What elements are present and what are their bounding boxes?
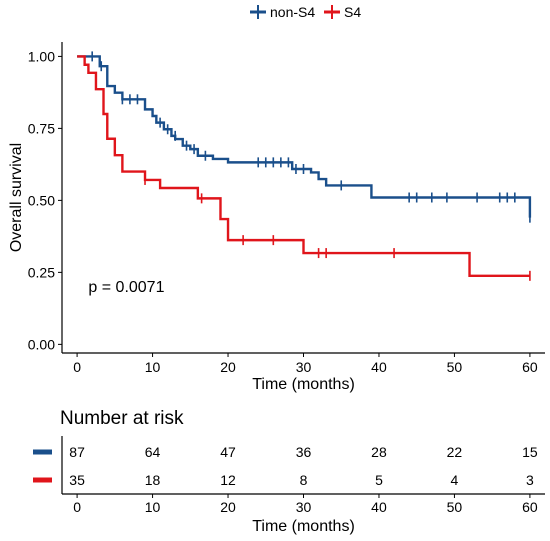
- risk-count: 5: [375, 472, 383, 488]
- y-tick-label: 0.50: [28, 192, 55, 208]
- risk-count: 64: [145, 444, 161, 460]
- x-tick-label: 60: [522, 359, 538, 375]
- survival-plot: 0.00 0.25 0.50 0.75 1.00 0 10 20 30 40 50 60 Time (m…: [8, 42, 545, 393]
- x-tick-label: 30: [296, 359, 312, 375]
- risk-count: 15: [522, 444, 538, 460]
- risk-x-tick-label: 40: [371, 499, 387, 515]
- legend: non-S4 S4: [250, 4, 361, 20]
- x-tick-label: 40: [371, 359, 387, 375]
- risk-count: 4: [451, 472, 459, 488]
- risk-count: 18: [145, 472, 161, 488]
- x-axis-title: Time (months): [252, 376, 355, 393]
- survival-curve-s4: [77, 55, 530, 278]
- y-tick-label: 0.00: [28, 336, 55, 352]
- risk-x-tick-label: 30: [296, 499, 312, 515]
- risk-x-tick-label: 60: [522, 499, 538, 515]
- risk-count: 8: [300, 472, 308, 488]
- legend-label-non-s4: non-S4: [270, 4, 315, 20]
- y-axis-title: Overall survival: [8, 143, 25, 252]
- legend-label-s4: S4: [344, 4, 361, 20]
- risk-x-tick-label: 10: [145, 499, 161, 515]
- risk-x-axis-title: Time (months): [252, 518, 355, 535]
- risk-count: 35: [69, 472, 85, 488]
- legend-marker-non-s4: [250, 5, 266, 19]
- risk-count: 87: [69, 444, 85, 460]
- legend-marker-s4: [324, 5, 340, 19]
- risk-count: 36: [296, 444, 312, 460]
- risk-x-tick-label: 20: [220, 499, 236, 515]
- risk-table-title: Number at risk: [60, 408, 184, 429]
- y-tick-label: 1.00: [28, 48, 55, 64]
- risk-count: 28: [371, 444, 387, 460]
- risk-count: 12: [220, 472, 236, 488]
- risk-count: 22: [447, 444, 463, 460]
- p-value-annotation: p = 0.0071: [88, 279, 164, 296]
- risk-count: 47: [220, 444, 236, 460]
- y-tick-label: 0.25: [28, 264, 55, 280]
- risk-count: 3: [526, 472, 534, 488]
- risk-x-tick-label: 0: [73, 499, 81, 515]
- y-tick-label: 0.75: [28, 120, 55, 136]
- survival-curve-non-s4: [77, 55, 532, 218]
- x-tick-label: 10: [145, 359, 161, 375]
- x-tick-label: 20: [220, 359, 236, 375]
- risk-x-tick-label: 50: [447, 499, 463, 515]
- x-tick-label: 0: [73, 359, 81, 375]
- x-tick-label: 50: [447, 359, 463, 375]
